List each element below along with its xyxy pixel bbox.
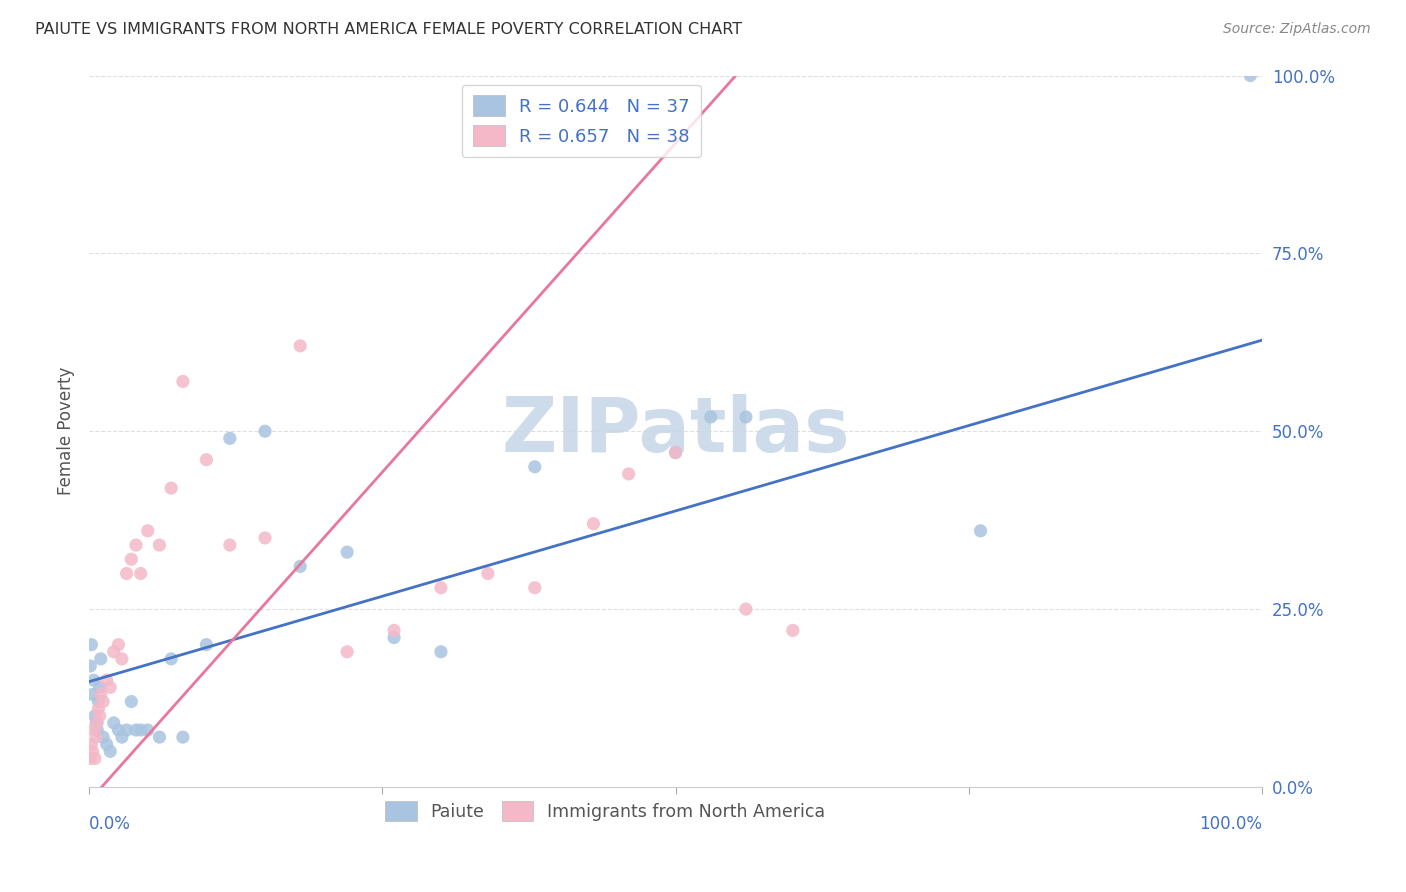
Point (86, 715, 108, 730)
Point (96, 673, 118, 688)
Point (98, 744, 121, 758)
Point (103, 715, 125, 730)
Point (664, 445, 686, 459)
Point (84, 708, 107, 723)
Text: 0.0%: 0.0% (89, 815, 131, 833)
Point (96, 737, 118, 751)
Point (290, 339, 312, 353)
Point (218, 538, 240, 552)
Point (253, 424, 276, 438)
Point (89, 708, 111, 723)
Point (129, 723, 152, 737)
Point (83, 723, 105, 737)
Legend: Paiute, Immigrants from North America: Paiute, Immigrants from North America (378, 794, 832, 828)
Point (195, 452, 218, 467)
Point (87, 694, 110, 708)
Point (477, 566, 499, 581)
Point (98, 681, 121, 695)
Point (115, 566, 138, 581)
Point (82, 744, 104, 758)
Text: PAIUTE VS IMMIGRANTS FROM NORTH AMERICA FEMALE POVERTY CORRELATION CHART: PAIUTE VS IMMIGRANTS FROM NORTH AMERICA … (35, 22, 742, 37)
Point (84, 715, 107, 730)
Point (136, 723, 159, 737)
Point (107, 638, 129, 652)
Point (430, 581, 453, 595)
Point (430, 645, 453, 659)
Point (115, 723, 138, 737)
Point (80, 737, 103, 751)
Point (80, 638, 103, 652)
Point (969, 524, 991, 538)
Point (84, 730, 107, 744)
Point (382, 631, 405, 645)
Point (172, 375, 194, 389)
Point (523, 459, 546, 474)
Point (290, 559, 312, 574)
Point (129, 566, 152, 581)
Point (125, 723, 148, 737)
Point (700, 409, 723, 424)
Point (160, 481, 183, 495)
Point (90, 652, 112, 666)
Point (523, 581, 546, 595)
Y-axis label: Female Poverty: Female Poverty (58, 367, 75, 495)
Point (79, 659, 101, 673)
Text: 100.0%: 100.0% (1199, 815, 1263, 833)
Point (89, 681, 111, 695)
Point (1239, 69, 1261, 83)
Point (172, 730, 194, 744)
Point (82, 688, 104, 702)
Point (91, 694, 114, 708)
Point (107, 723, 129, 737)
Point (84, 751, 107, 765)
Point (90, 688, 112, 702)
Point (86, 723, 108, 737)
Point (218, 431, 240, 445)
Point (582, 516, 605, 531)
Point (111, 730, 134, 744)
Point (336, 645, 359, 659)
Point (79, 751, 101, 765)
Point (160, 652, 183, 666)
Point (83, 673, 105, 688)
Point (148, 538, 170, 552)
Point (782, 624, 804, 638)
Point (735, 409, 758, 424)
Point (111, 652, 134, 666)
Point (91, 730, 114, 744)
Text: ZIPatlas: ZIPatlas (502, 394, 849, 468)
Point (195, 638, 218, 652)
Point (125, 538, 148, 552)
Point (735, 602, 758, 616)
Text: Source: ZipAtlas.com: Source: ZipAtlas.com (1223, 22, 1371, 37)
Point (120, 694, 142, 708)
Point (87, 701, 110, 715)
Point (148, 730, 170, 744)
Point (136, 524, 159, 538)
Point (120, 552, 142, 566)
Point (664, 445, 686, 459)
Point (103, 645, 125, 659)
Point (617, 467, 640, 481)
Point (336, 545, 359, 559)
Point (253, 531, 276, 545)
Point (382, 624, 405, 638)
